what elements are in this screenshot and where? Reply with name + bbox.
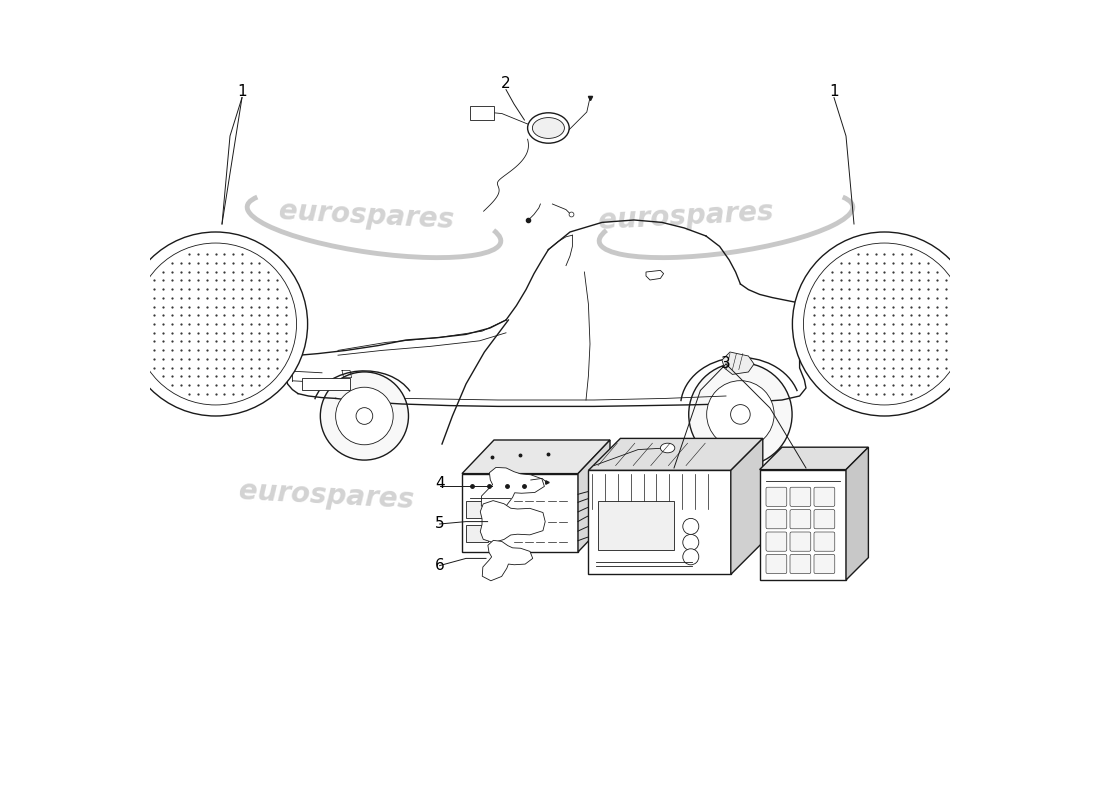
Ellipse shape [102, 303, 125, 345]
Polygon shape [646, 270, 663, 280]
FancyBboxPatch shape [814, 554, 835, 574]
Text: eurospares: eurospares [238, 478, 415, 514]
Circle shape [356, 408, 373, 424]
Polygon shape [730, 438, 762, 574]
Polygon shape [462, 440, 610, 474]
FancyBboxPatch shape [766, 532, 786, 551]
Bar [598, 501, 674, 550]
Bar [302, 378, 350, 390]
Text: 1: 1 [829, 85, 839, 99]
Circle shape [134, 243, 297, 405]
FancyBboxPatch shape [766, 554, 786, 574]
FancyBboxPatch shape [790, 487, 811, 506]
Ellipse shape [528, 113, 569, 143]
Polygon shape [578, 440, 610, 552]
FancyBboxPatch shape [790, 532, 811, 551]
Text: 4: 4 [434, 477, 444, 491]
FancyBboxPatch shape [814, 487, 835, 506]
Polygon shape [760, 447, 868, 470]
Text: 2: 2 [502, 77, 510, 91]
FancyBboxPatch shape [814, 510, 835, 529]
Circle shape [792, 232, 977, 416]
Polygon shape [588, 438, 762, 470]
Circle shape [683, 534, 698, 550]
Ellipse shape [532, 118, 564, 138]
Ellipse shape [975, 303, 998, 345]
FancyBboxPatch shape [766, 510, 786, 529]
Polygon shape [722, 352, 754, 374]
Circle shape [706, 381, 774, 448]
Text: eurospares: eurospares [597, 198, 774, 234]
Bar [466, 501, 488, 518]
Bar [462, 474, 578, 552]
Circle shape [320, 372, 408, 460]
Polygon shape [481, 501, 546, 542]
Circle shape [683, 518, 698, 534]
Circle shape [803, 243, 966, 405]
Text: eurospares: eurospares [277, 198, 454, 234]
Text: 3: 3 [722, 357, 730, 371]
Circle shape [123, 232, 308, 416]
Polygon shape [846, 447, 868, 580]
FancyBboxPatch shape [790, 554, 811, 574]
Text: 5: 5 [434, 517, 444, 531]
Circle shape [336, 387, 393, 445]
Text: 1: 1 [238, 85, 246, 99]
Polygon shape [482, 467, 544, 510]
Ellipse shape [660, 443, 674, 453]
Bar [466, 525, 488, 542]
Text: 6: 6 [434, 558, 444, 573]
FancyBboxPatch shape [766, 487, 786, 506]
Polygon shape [482, 540, 532, 581]
FancyBboxPatch shape [790, 510, 811, 529]
Text: eurospares: eurospares [541, 478, 718, 514]
FancyBboxPatch shape [814, 532, 835, 551]
Circle shape [683, 549, 698, 565]
Bar [470, 106, 494, 120]
Bar [760, 470, 846, 580]
Bar [588, 470, 730, 574]
Circle shape [689, 362, 792, 466]
Circle shape [730, 405, 750, 424]
